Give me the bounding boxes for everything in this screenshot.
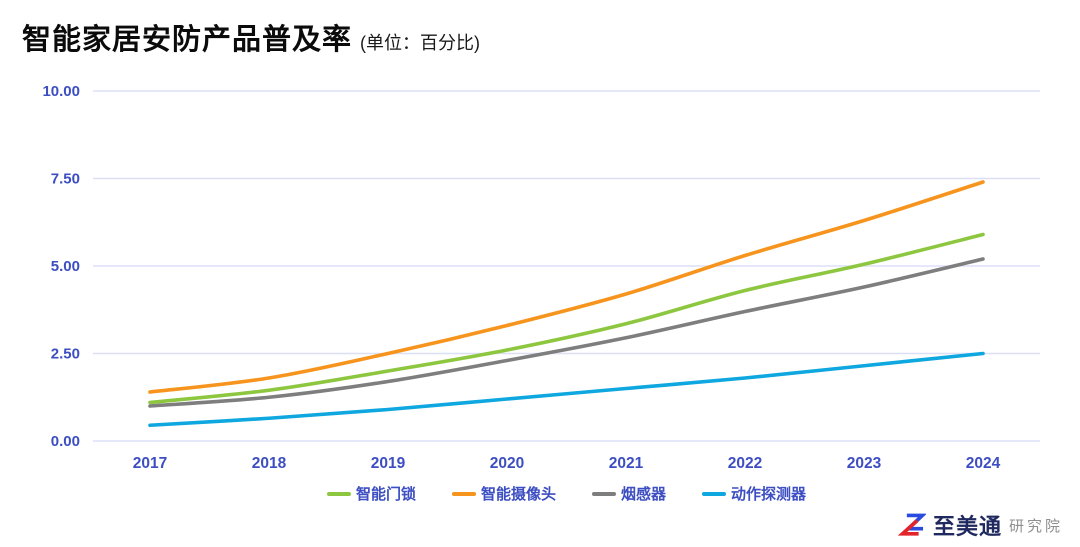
chart-unit-label: (单位：百分比) xyxy=(360,33,481,53)
legend-swatch-icon xyxy=(592,491,616,496)
series-line-智能门锁 xyxy=(148,232,985,405)
x-axis-tick-label: 2017 xyxy=(133,455,167,472)
chart-title: 智能家居安防产品普及率 xyxy=(22,24,353,56)
page-title: 智能家居安防产品普及率 (单位：百分比) xyxy=(22,16,480,58)
brand-suffix: 研究院 xyxy=(1008,517,1063,535)
legend-swatch-icon xyxy=(702,491,727,496)
series-line-动作探测器 xyxy=(148,351,985,428)
legend-swatch-icon xyxy=(451,491,476,496)
legend-label: 动作探测器 xyxy=(731,486,807,503)
x-axis-tick-label: 2024 xyxy=(966,455,1001,472)
legend-label: 烟感器 xyxy=(621,486,667,503)
legend-swatch-icon xyxy=(326,491,351,496)
x-axis-tick-label: 2019 xyxy=(371,455,406,472)
legend-item-smoke-sensor[interactable]: 烟感器 xyxy=(592,483,666,504)
series-line-烟感器 xyxy=(148,257,985,408)
y-axis-tick-label: 0.00 xyxy=(51,433,80,450)
y-axis-tick-label: 2.50 xyxy=(51,346,80,363)
legend-item-motion-detector[interactable]: 动作探测器 xyxy=(702,483,806,504)
y-axis-tick-label: 10.00 xyxy=(42,83,80,100)
logo-mark-icon xyxy=(897,513,926,536)
series-line-智能摄像头 xyxy=(148,180,985,394)
brand-name: 至美通 xyxy=(932,514,1002,539)
x-axis-tick-label: 2020 xyxy=(490,455,524,472)
x-axis-tick-label: 2023 xyxy=(847,455,882,472)
x-axis-tick-label: 2018 xyxy=(252,455,287,472)
legend-label: 智能门锁 xyxy=(355,486,416,503)
legend: 智能门锁 智能摄像头 烟感器 动作探测器 xyxy=(93,483,1040,504)
legend-label: 智能摄像头 xyxy=(480,486,556,503)
x-axis-tick-label: 2022 xyxy=(728,455,762,472)
brand-logo: 至美通 研究院 xyxy=(897,509,1063,541)
legend-item-smart-camera[interactable]: 智能摄像头 xyxy=(451,483,556,504)
y-axis-tick-label: 5.00 xyxy=(51,258,80,275)
x-axis-tick-label: 2021 xyxy=(609,455,644,472)
y-axis-tick-label: 7.50 xyxy=(51,171,80,188)
legend-item-smart-lock[interactable]: 智能门锁 xyxy=(326,483,416,504)
